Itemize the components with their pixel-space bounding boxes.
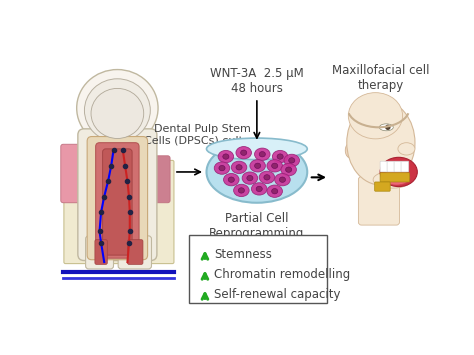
Ellipse shape bbox=[214, 162, 230, 174]
Ellipse shape bbox=[281, 164, 296, 176]
FancyBboxPatch shape bbox=[374, 182, 390, 191]
Ellipse shape bbox=[236, 165, 242, 170]
Ellipse shape bbox=[231, 161, 247, 174]
FancyBboxPatch shape bbox=[358, 176, 400, 225]
FancyBboxPatch shape bbox=[87, 137, 147, 260]
Ellipse shape bbox=[383, 170, 410, 185]
FancyBboxPatch shape bbox=[128, 240, 143, 264]
FancyBboxPatch shape bbox=[78, 129, 157, 261]
Text: Dental Pulp Stem
Cells (DPSCs) culture: Dental Pulp Stem Cells (DPSCs) culture bbox=[144, 124, 261, 146]
Ellipse shape bbox=[207, 141, 307, 203]
Ellipse shape bbox=[272, 189, 278, 194]
FancyBboxPatch shape bbox=[118, 236, 152, 269]
Ellipse shape bbox=[380, 157, 417, 187]
Ellipse shape bbox=[285, 167, 292, 172]
Ellipse shape bbox=[379, 124, 393, 131]
Ellipse shape bbox=[348, 93, 402, 139]
Ellipse shape bbox=[385, 125, 391, 130]
Ellipse shape bbox=[223, 154, 229, 159]
FancyBboxPatch shape bbox=[401, 161, 409, 172]
FancyBboxPatch shape bbox=[61, 144, 82, 203]
Ellipse shape bbox=[247, 175, 253, 181]
FancyBboxPatch shape bbox=[95, 240, 107, 264]
FancyBboxPatch shape bbox=[380, 161, 388, 172]
FancyBboxPatch shape bbox=[86, 236, 113, 269]
FancyBboxPatch shape bbox=[150, 156, 170, 203]
Ellipse shape bbox=[264, 175, 270, 180]
FancyBboxPatch shape bbox=[387, 161, 395, 172]
Ellipse shape bbox=[91, 88, 144, 138]
Ellipse shape bbox=[273, 151, 288, 163]
Ellipse shape bbox=[275, 174, 290, 186]
Ellipse shape bbox=[219, 165, 225, 171]
Ellipse shape bbox=[255, 148, 270, 160]
FancyBboxPatch shape bbox=[103, 149, 132, 255]
FancyBboxPatch shape bbox=[394, 161, 402, 172]
Ellipse shape bbox=[347, 100, 415, 185]
Ellipse shape bbox=[279, 177, 285, 182]
Ellipse shape bbox=[250, 160, 265, 172]
Ellipse shape bbox=[259, 152, 265, 157]
Text: WNT-3A  2.5 μM
48 hours: WNT-3A 2.5 μM 48 hours bbox=[210, 67, 304, 95]
Ellipse shape bbox=[255, 163, 261, 169]
Ellipse shape bbox=[251, 183, 267, 195]
Ellipse shape bbox=[241, 150, 247, 155]
Ellipse shape bbox=[242, 172, 258, 184]
Ellipse shape bbox=[218, 151, 234, 163]
Ellipse shape bbox=[259, 171, 275, 184]
Ellipse shape bbox=[77, 70, 158, 147]
Ellipse shape bbox=[272, 163, 278, 169]
FancyBboxPatch shape bbox=[380, 173, 410, 182]
Ellipse shape bbox=[267, 185, 283, 197]
Ellipse shape bbox=[398, 143, 415, 155]
Ellipse shape bbox=[84, 79, 150, 142]
Text: Chromatin remodelling: Chromatin remodelling bbox=[214, 268, 350, 281]
FancyBboxPatch shape bbox=[96, 143, 139, 258]
Ellipse shape bbox=[256, 186, 262, 192]
Ellipse shape bbox=[228, 177, 235, 182]
Text: Maxillofacial cell
therapy: Maxillofacial cell therapy bbox=[332, 64, 429, 92]
Ellipse shape bbox=[267, 160, 283, 172]
Ellipse shape bbox=[284, 154, 300, 166]
FancyBboxPatch shape bbox=[64, 160, 174, 264]
Ellipse shape bbox=[289, 158, 295, 163]
Text: Self-renewal capacity: Self-renewal capacity bbox=[214, 288, 341, 301]
Ellipse shape bbox=[345, 143, 356, 158]
Text: Stemness: Stemness bbox=[214, 248, 272, 261]
Ellipse shape bbox=[224, 174, 239, 186]
Ellipse shape bbox=[234, 184, 249, 197]
FancyBboxPatch shape bbox=[190, 235, 328, 303]
Ellipse shape bbox=[238, 188, 245, 193]
Text: Partial Cell
Reprogramming: Partial Cell Reprogramming bbox=[209, 212, 305, 240]
Ellipse shape bbox=[373, 171, 412, 188]
Ellipse shape bbox=[207, 138, 307, 160]
Ellipse shape bbox=[236, 147, 251, 159]
Ellipse shape bbox=[277, 154, 283, 159]
